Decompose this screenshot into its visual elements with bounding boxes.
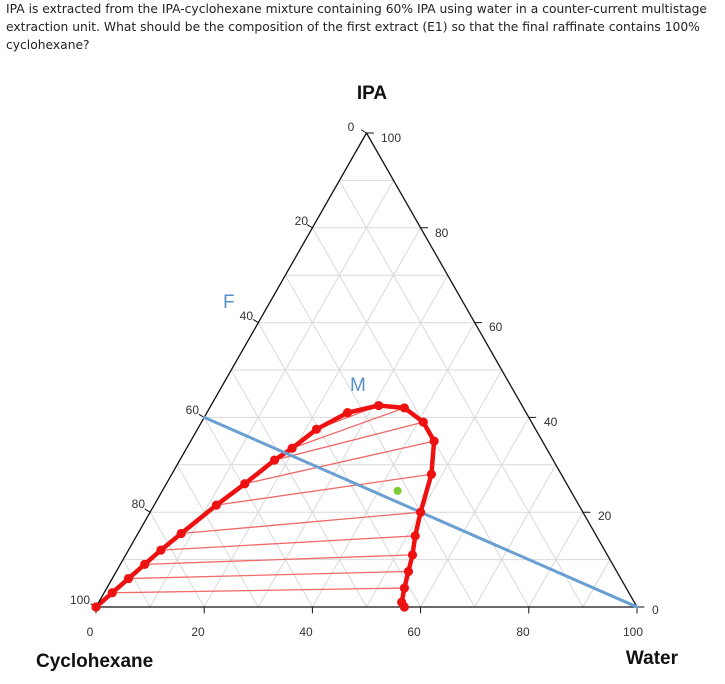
- binodal-point-14: [418, 417, 428, 427]
- binodal-point-17: [416, 507, 426, 517]
- tie-line-3: [160, 535, 416, 551]
- binodal-point-21: [399, 583, 409, 593]
- binodal-point-20: [403, 566, 414, 577]
- right-tick-0: 0: [652, 603, 659, 617]
- frame-left-edge: [95, 132, 368, 608]
- binodal-point-7: [240, 479, 250, 489]
- tie-lines: [111, 404, 435, 594]
- binodal-point-3: [140, 559, 150, 569]
- data-points: [91, 400, 439, 612]
- grid-line-cyclohexane-50: [230, 369, 367, 608]
- right-tick-40: 40: [544, 415, 558, 429]
- tie-line-5: [215, 473, 433, 506]
- binodal-point-23: [399, 602, 409, 612]
- binodal-point-19: [407, 550, 418, 560]
- axis-labels: 0 20 40 60 80 100 100 80 60 40 20 0 20 4…: [36, 83, 679, 672]
- binodal-point-15: [429, 436, 439, 446]
- grid-line-cyclohexane-70: [176, 464, 259, 608]
- vertex-label-water: Water: [626, 648, 679, 669]
- binodal-point-2: [123, 573, 134, 584]
- binodal-point-4: [156, 545, 166, 555]
- grid-line-water-30: [257, 274, 449, 608]
- left-tick-100: 100: [70, 593, 90, 607]
- tie-line-4: [180, 511, 422, 535]
- mixture-point-marker: [393, 486, 402, 495]
- binodal-point-13: [399, 403, 409, 413]
- right-tick-20: 20: [598, 509, 612, 523]
- right-tick-80: 80: [435, 226, 449, 240]
- vertex-label-ipa: IPA: [357, 83, 388, 104]
- binodal-point-11: [342, 408, 353, 418]
- left-tick-mark-20: [306, 224, 313, 229]
- grid-line-water-60: [420, 416, 530, 608]
- right-tick-100: 100: [381, 131, 401, 145]
- left-tick-mark-0: [361, 129, 367, 134]
- binodal-point-16: [426, 469, 437, 479]
- left-tick-mark-40: [252, 319, 259, 324]
- mixture-point-label: M: [350, 375, 366, 396]
- tie-line-8: [291, 407, 406, 449]
- left-tick-20: 20: [295, 214, 309, 228]
- grid-line-water-80: [528, 511, 584, 608]
- grid-line-cyclohexane-90: [122, 559, 151, 608]
- tie-line-7: [273, 421, 424, 461]
- vertex-label-cyclohexane: Cyclohexane: [36, 651, 153, 672]
- binodal-point-5: [176, 528, 186, 539]
- binodal-point-6: [211, 500, 221, 510]
- bottom-tick-60: 60: [407, 625, 421, 639]
- grid-line-cyclohexane-30: [284, 274, 476, 608]
- tie-line-2: [144, 554, 414, 565]
- bottom-tick-20: 20: [191, 625, 205, 639]
- left-tick-80: 80: [132, 497, 146, 511]
- triangle-frame: [90, 129, 645, 614]
- grid-line-water-10: [149, 179, 395, 608]
- tie-line-1: [127, 570, 410, 580]
- binodal-point-18: [410, 531, 420, 541]
- tie-line-6: [244, 440, 435, 485]
- binodal-point-12: [374, 400, 384, 411]
- grid-line-water-90: [582, 559, 611, 608]
- right-tick-60: 60: [489, 320, 503, 334]
- grid-line-cyclohexane-10: [338, 179, 584, 608]
- left-tick-60: 60: [186, 403, 200, 417]
- left-tick-40: 40: [240, 309, 254, 323]
- bottom-tick-0: 0: [87, 625, 94, 639]
- grid-line-water-70: [474, 464, 557, 608]
- grid-line-cyclohexane-60: [203, 416, 313, 608]
- grid-line-water-50: [366, 369, 503, 608]
- bottom-tick-80: 80: [516, 625, 530, 639]
- binodal-point-0: [91, 602, 101, 612]
- bottom-tick-100: 100: [623, 625, 643, 639]
- tie-line-0: [111, 587, 406, 594]
- feed-point-label: F: [223, 292, 235, 313]
- triangle-grid: [122, 179, 611, 608]
- question-text: IPA is extracted from the IPA-cyclohexan…: [6, 2, 707, 52]
- binodal-point-1: [107, 588, 117, 598]
- binodal-point-9: [287, 443, 297, 453]
- bottom-tick-40: 40: [299, 625, 313, 639]
- left-tick-mark-80: [144, 508, 151, 513]
- binodal-point-10: [311, 424, 322, 434]
- frame-right-edge: [365, 132, 638, 608]
- binodal-point-8: [269, 455, 280, 465]
- top-zero-tick: 0: [348, 120, 355, 134]
